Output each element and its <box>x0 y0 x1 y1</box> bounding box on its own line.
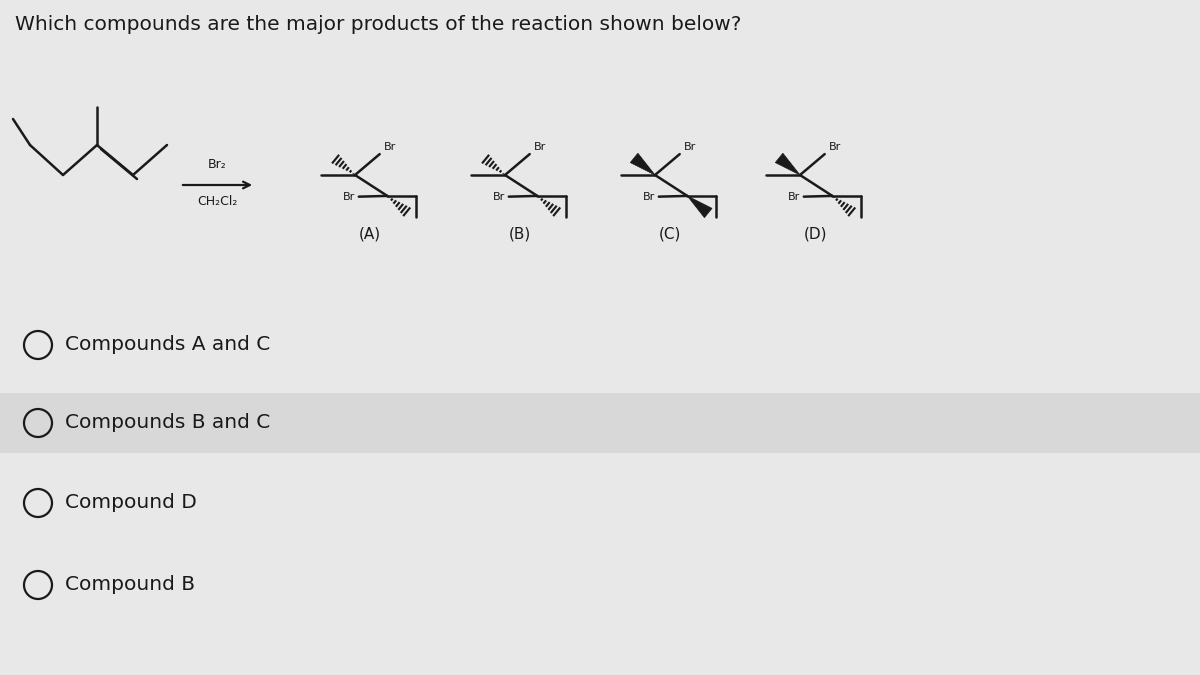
Polygon shape <box>775 153 800 175</box>
Text: (C): (C) <box>659 226 682 241</box>
Text: Compounds A and C: Compounds A and C <box>65 335 270 354</box>
FancyBboxPatch shape <box>0 393 1200 453</box>
Text: Br: Br <box>787 192 800 202</box>
Text: Br₂: Br₂ <box>208 158 227 171</box>
Text: Compounds B and C: Compounds B and C <box>65 414 270 433</box>
Text: Br: Br <box>684 142 696 152</box>
Text: Compound B: Compound B <box>65 576 194 595</box>
Text: Br: Br <box>492 192 505 202</box>
Polygon shape <box>688 196 712 217</box>
FancyBboxPatch shape <box>0 555 1200 615</box>
FancyBboxPatch shape <box>0 473 1200 533</box>
Text: CH₂Cl₂: CH₂Cl₂ <box>197 195 238 208</box>
Text: Which compounds are the major products of the reaction shown below?: Which compounds are the major products o… <box>14 15 742 34</box>
Text: (A): (A) <box>359 226 382 241</box>
Text: Br: Br <box>642 192 655 202</box>
Text: Br: Br <box>829 142 841 152</box>
Polygon shape <box>630 153 655 175</box>
Text: (B): (B) <box>509 226 532 241</box>
Text: Compound D: Compound D <box>65 493 197 512</box>
Text: (D): (D) <box>804 226 827 241</box>
Text: Br: Br <box>534 142 546 152</box>
FancyBboxPatch shape <box>0 315 1200 375</box>
Text: Br: Br <box>384 142 396 152</box>
Text: Br: Br <box>342 192 355 202</box>
